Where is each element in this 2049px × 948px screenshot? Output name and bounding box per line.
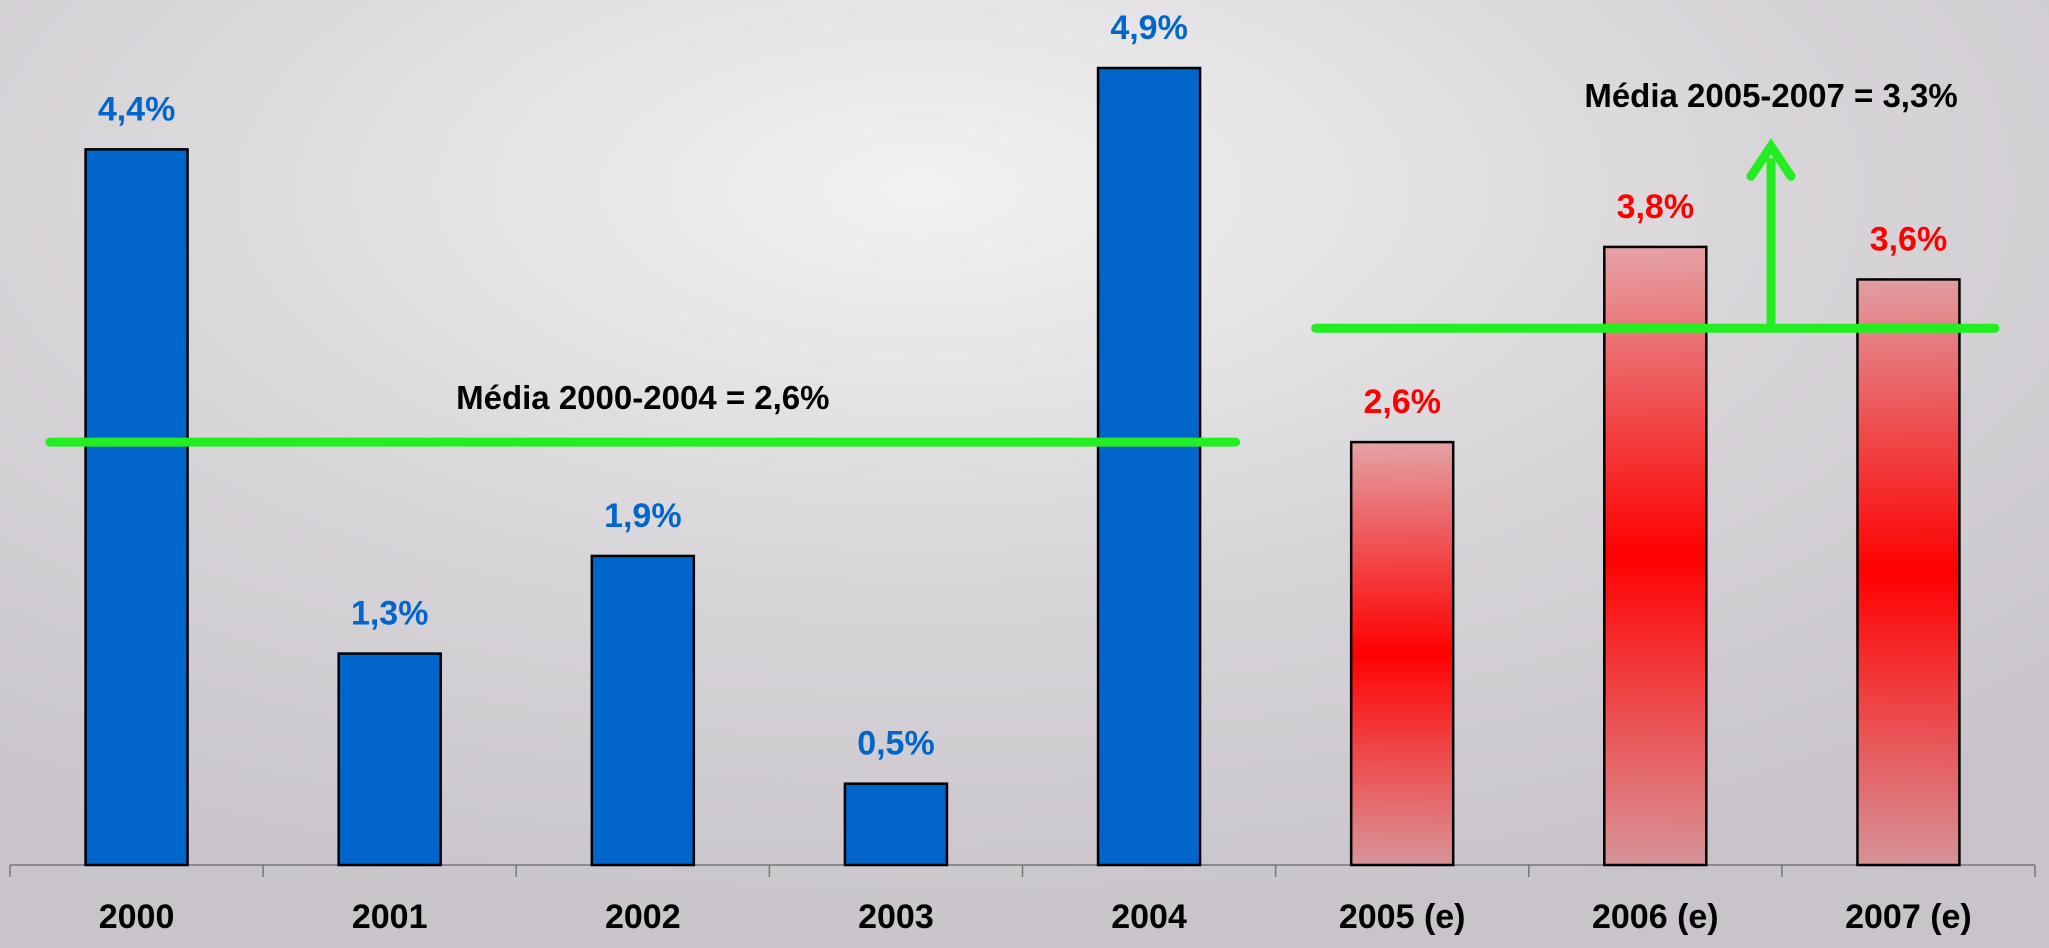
x-tick-label: 2002 xyxy=(605,898,681,936)
bar xyxy=(84,148,189,867)
bar xyxy=(1856,278,1961,867)
bar xyxy=(590,554,696,867)
value-label: 4,9% xyxy=(1110,9,1188,47)
bar xyxy=(1349,440,1455,867)
bar xyxy=(1096,66,1202,867)
value-label: 3,6% xyxy=(1870,220,1948,258)
x-tick-label: 2001 xyxy=(352,898,428,936)
value-label: 0,5% xyxy=(857,725,935,763)
bar xyxy=(337,652,442,867)
value-label: 1,3% xyxy=(351,595,429,633)
x-tick-label: 2000 xyxy=(99,898,175,936)
value-label: 3,8% xyxy=(1617,188,1695,226)
value-label: 2,6% xyxy=(1363,383,1441,421)
annotation: Média 2005-2007 = 3,3% xyxy=(1584,77,1957,114)
arrow-head xyxy=(1746,138,1796,181)
x-tick-label: 2005 (e) xyxy=(1339,898,1466,936)
bar xyxy=(843,782,949,867)
x-tick-label: 2004 xyxy=(1111,898,1187,936)
value-label: 4,4% xyxy=(98,90,176,128)
x-tick-label: 2007 (e) xyxy=(1845,898,1972,936)
x-tick-label: 2006 (e) xyxy=(1592,898,1719,936)
value-label: 1,9% xyxy=(604,497,682,535)
x-tick-label: 2003 xyxy=(858,898,934,936)
annotation: Média 2000-2004 = 2,6% xyxy=(456,379,829,416)
bar xyxy=(1603,245,1708,867)
